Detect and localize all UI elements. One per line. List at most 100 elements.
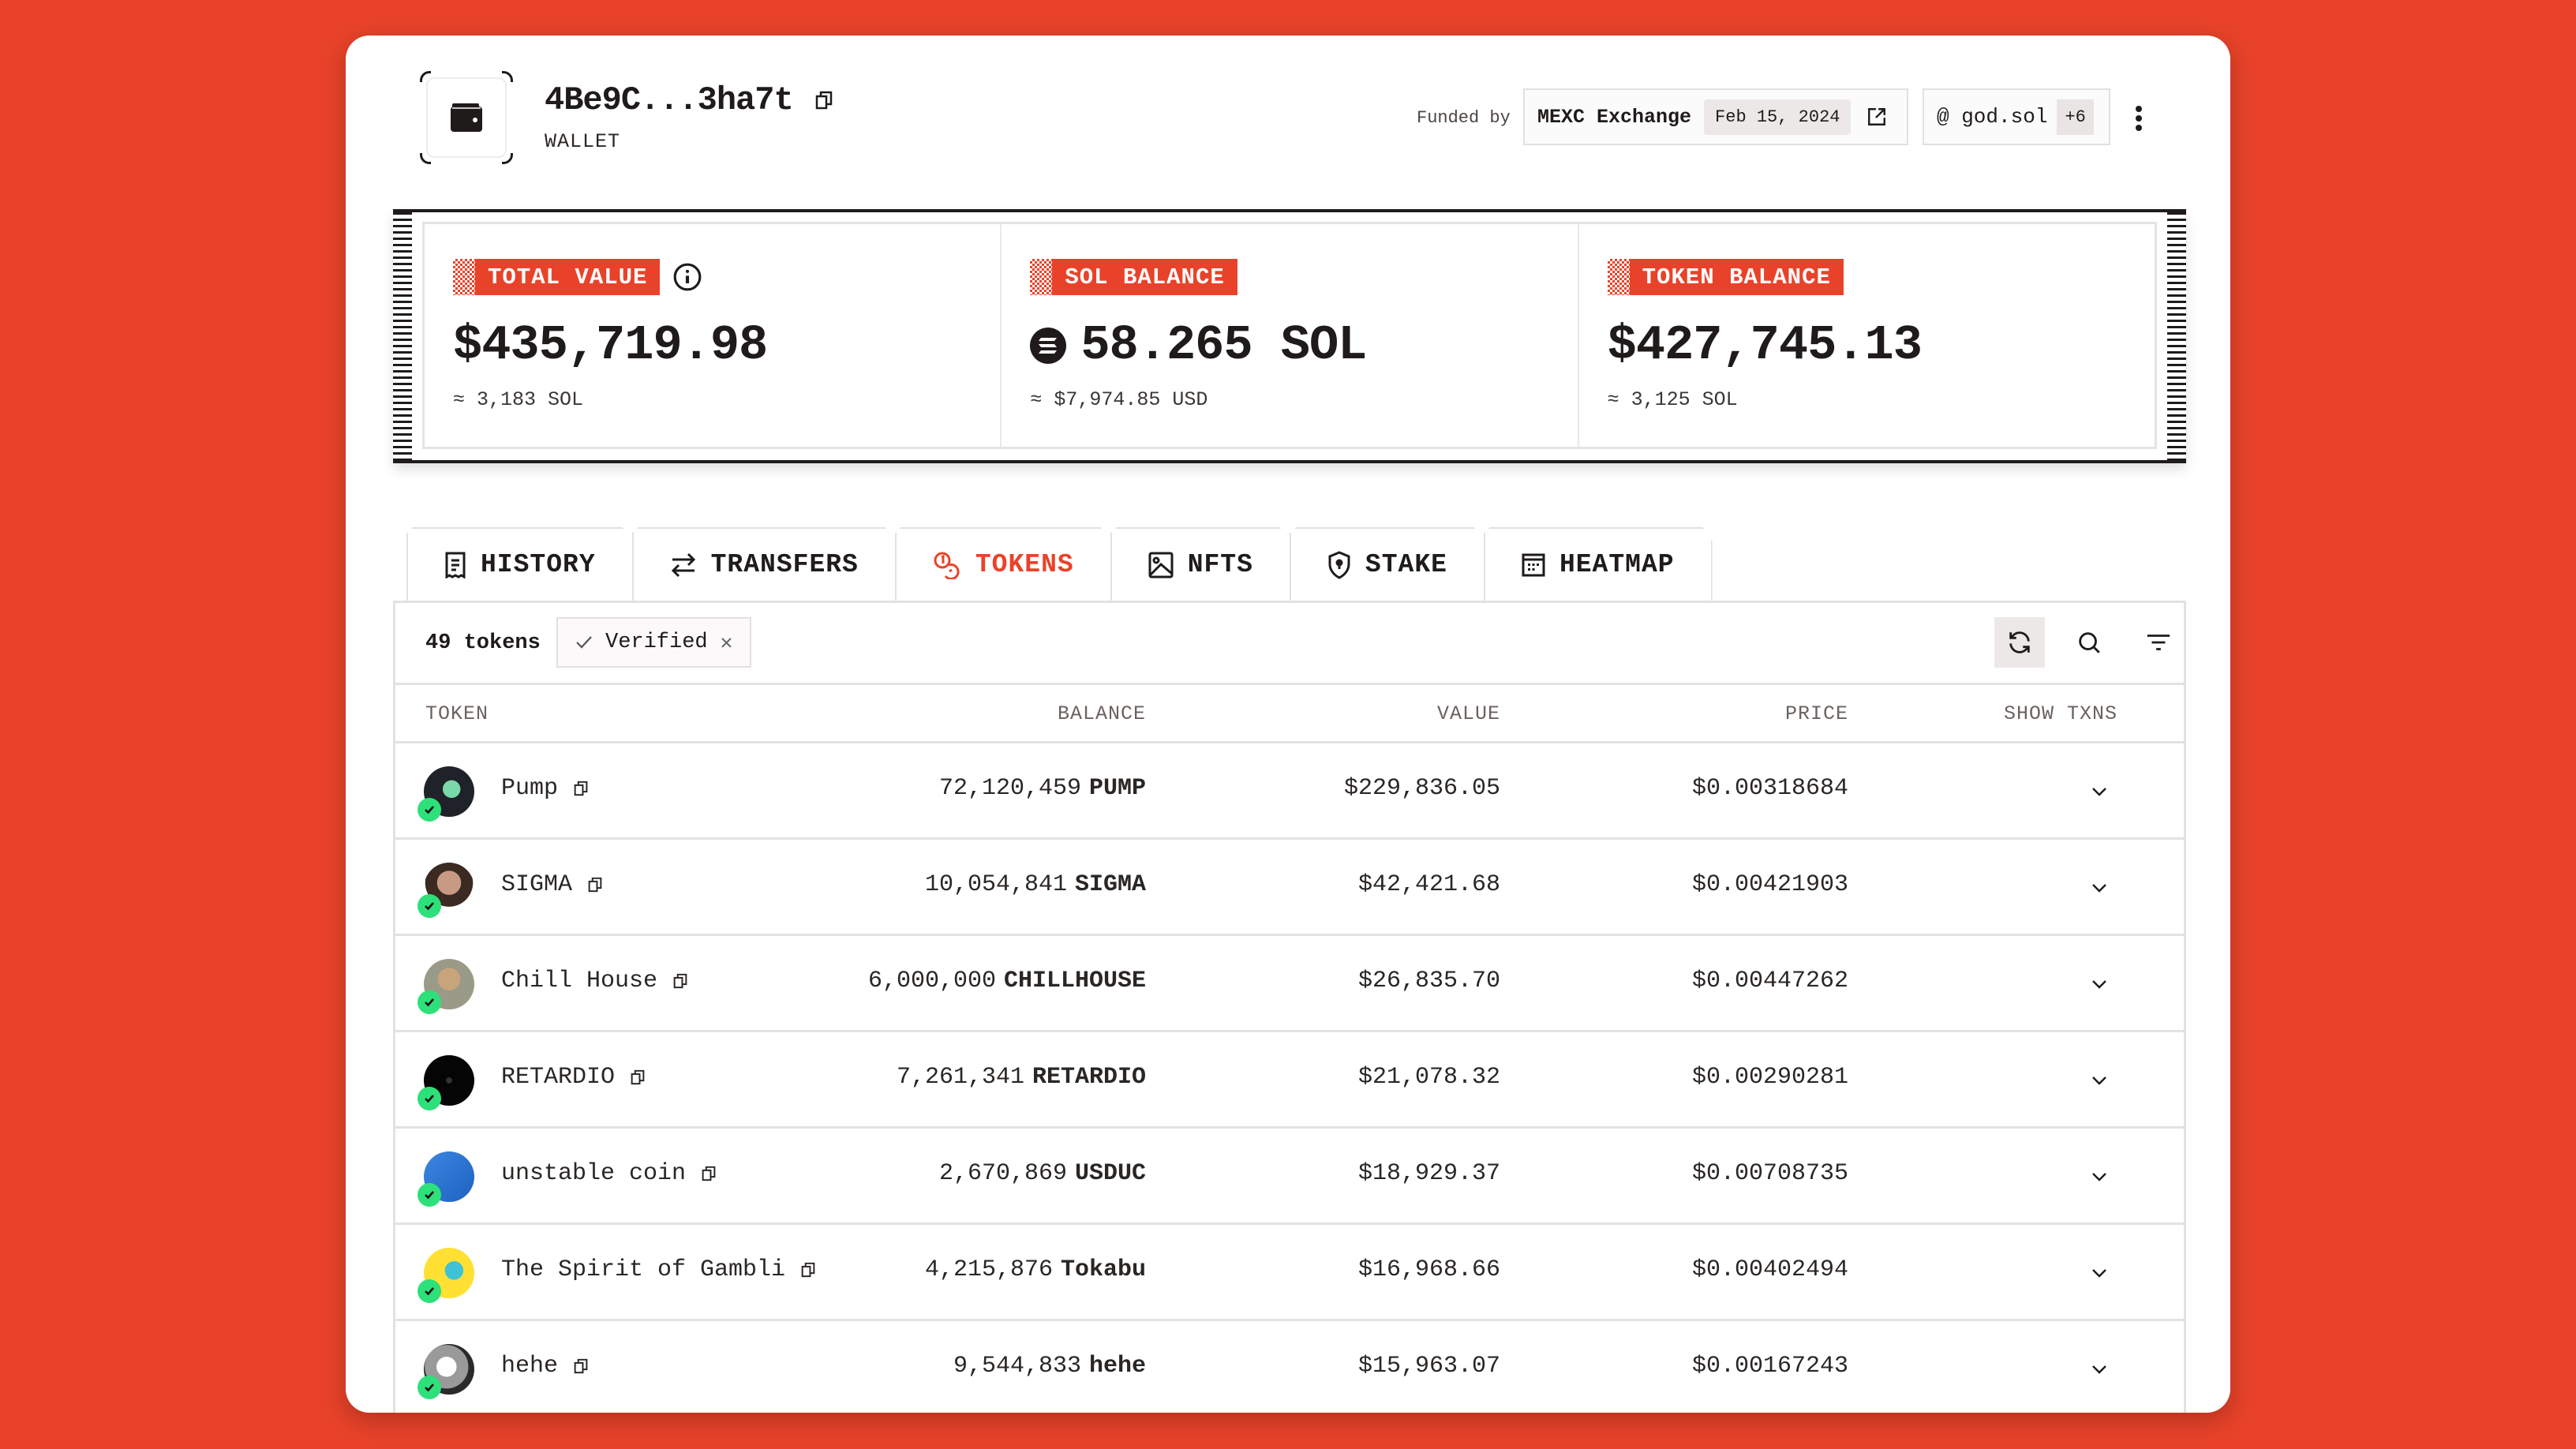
chevron-down-icon[interactable] [2091, 1356, 2108, 1383]
stat-value: 58.265 SOL [1080, 317, 1367, 373]
token-name: hehe [501, 1353, 559, 1380]
receipt-icon [444, 552, 466, 578]
wallet-type-label: WALLET [545, 130, 621, 153]
copy-icon[interactable] [631, 1069, 645, 1085]
token-value: $18,929.37 [1357, 1160, 1500, 1187]
token-name: RETARDIO [501, 1064, 616, 1091]
token-logo [419, 1055, 474, 1109]
token-value: $16,968.66 [1357, 1256, 1500, 1283]
token-balance: 7,261,341 RETARDIO [896, 1064, 1146, 1091]
token-name: The Spirit of Gambli [501, 1256, 786, 1283]
token-row[interactable]: Chill House 6,000,000 CHILLHOUSE $26,835.… [395, 936, 2184, 1032]
domain-more-count: +6 [2057, 99, 2094, 135]
token-name: Pump [501, 775, 559, 802]
copy-icon[interactable] [815, 91, 833, 110]
token-list: Pump 72,120,459 PUMP $229,836.05 $0.00318… [395, 743, 2184, 1413]
arrows-swap-icon [670, 552, 697, 578]
tab-history[interactable]: HISTORY [406, 527, 632, 601]
token-balance: 2,670,869 USDUC [938, 1160, 1146, 1187]
copy-icon[interactable] [574, 1358, 588, 1374]
verified-badge-icon [419, 896, 440, 916]
wallet-icon [451, 103, 482, 132]
tab-transfers[interactable]: TRANSFERS [632, 527, 895, 601]
column-value[interactable]: VALUE [1436, 702, 1500, 725]
token-logo [419, 1151, 474, 1205]
more-options-icon[interactable] [2131, 103, 2147, 134]
tab-nfts[interactable]: NFTS [1110, 527, 1290, 601]
copy-icon[interactable] [588, 877, 602, 893]
token-row[interactable]: RETARDIO 7,261,341 RETARDIO $21,078.32 $0… [395, 1032, 2184, 1129]
token-logo [419, 959, 474, 1013]
token-balance: 4,215,876 Tokabu [924, 1256, 1146, 1283]
refresh-button[interactable] [1994, 617, 2045, 668]
token-value: $15,963.07 [1357, 1353, 1500, 1380]
verified-badge-icon [419, 1377, 440, 1398]
stat-sub: ≈ $7,974.85 USD [1030, 388, 1208, 411]
copy-icon[interactable] [801, 1262, 815, 1278]
external-link-icon[interactable] [1866, 107, 1887, 127]
token-row[interactable]: hehe 9,544,833 hehe $15,963.07 $0.0016724… [395, 1321, 2184, 1413]
stat-sol-balance: SOL BALANCE 58.265 SOL ≈ $7,974.85 USD [1002, 224, 1579, 447]
token-row[interactable]: The Spirit of Gambli 4,215,876 Tokabu $16… [395, 1225, 2184, 1321]
remove-filter-icon[interactable]: ✕ [720, 631, 733, 655]
filter-icon [2147, 635, 2170, 650]
chevron-down-icon[interactable] [2091, 874, 2108, 901]
token-row[interactable]: unstable coin 2,670,869 USDUC $18,929.37 … [395, 1129, 2184, 1225]
stat-value: $435,719.98 [453, 317, 768, 373]
funder-name: MEXC Exchange [1537, 105, 1692, 129]
verified-badge-icon [419, 992, 440, 1013]
chevron-down-icon[interactable] [2091, 778, 2108, 805]
search-button[interactable] [2064, 617, 2114, 668]
shield-lock-icon [1327, 551, 1351, 579]
chevron-down-icon[interactable] [2091, 1260, 2108, 1286]
token-row[interactable]: SIGMA 10,054,841 SIGMA $42,421.68 $0.0042… [395, 840, 2184, 936]
column-token[interactable]: TOKEN [425, 702, 489, 725]
tab-bar: HISTORY TRANSFERS TOKENS NFTS STAKE [406, 527, 1713, 601]
copy-icon[interactable] [702, 1166, 716, 1181]
copy-icon[interactable] [673, 973, 687, 989]
calendar-grid-icon [1522, 553, 1545, 577]
solana-icon [1030, 327, 1067, 364]
token-balance: 6,000,000 CHILLHOUSE [867, 968, 1146, 994]
token-value: $42,421.68 [1357, 871, 1500, 898]
image-icon [1148, 552, 1174, 578]
stat-value: $427,745.13 [1607, 317, 1923, 373]
chevron-down-icon[interactable] [2091, 1163, 2108, 1190]
stat-label: TOKEN BALANCE [1629, 259, 1844, 295]
info-icon[interactable] [672, 262, 702, 292]
token-balance: 10,054,841 SIGMA [924, 871, 1146, 898]
tab-tokens[interactable]: TOKENS [895, 527, 1110, 601]
chevron-down-icon[interactable] [2091, 971, 2108, 998]
token-value: $21,078.32 [1357, 1064, 1500, 1091]
stat-sub: ≈ 3,125 SOL [1607, 388, 1738, 411]
table-header: TOKEN BALANCE VALUE PRICE SHOW TXNS [395, 685, 2184, 743]
token-logo [419, 1344, 474, 1398]
funded-by-label: Funded by [1417, 108, 1511, 128]
domain-pill[interactable]: @ god.sol +6 [1923, 88, 2110, 145]
decorative-stripes [393, 212, 412, 460]
tokens-panel: 49 tokens Verified ✕ [393, 601, 2186, 1413]
balance-summary: TOTAL VALUE $435,719.98 ≈ 3,183 SOL SOL … [393, 209, 2186, 463]
filter-button[interactable] [2133, 617, 2184, 668]
token-price: $0.00708735 [1691, 1160, 1848, 1187]
funded-by-pill[interactable]: MEXC Exchange Feb 15, 2024 [1523, 88, 1908, 145]
token-price: $0.00167243 [1691, 1353, 1848, 1380]
verified-badge-icon [419, 1281, 440, 1301]
column-balance[interactable]: BALANCE [1057, 702, 1146, 725]
verified-badge-icon [419, 799, 440, 820]
token-balance: 9,544,833 hehe [953, 1353, 1146, 1380]
domain-name: @ god.sol [1937, 105, 2048, 129]
tab-stake[interactable]: STAKE [1290, 527, 1484, 601]
copy-icon[interactable] [574, 781, 588, 796]
column-show-txns: SHOW TXNS [2003, 702, 2117, 725]
chevron-down-icon[interactable] [2091, 1067, 2108, 1094]
token-row[interactable]: Pump 72,120,459 PUMP $229,836.05 $0.00318… [395, 743, 2184, 840]
verified-badge-icon [419, 1088, 440, 1109]
token-name: unstable coin [501, 1160, 687, 1187]
tab-heatmap[interactable]: HEATMAP [1484, 527, 1713, 601]
token-logo [419, 766, 474, 820]
token-value: $26,835.70 [1357, 968, 1500, 994]
refresh-icon [2009, 631, 2030, 653]
column-price[interactable]: PRICE [1784, 702, 1848, 725]
verified-filter-chip[interactable]: Verified ✕ [556, 617, 752, 668]
